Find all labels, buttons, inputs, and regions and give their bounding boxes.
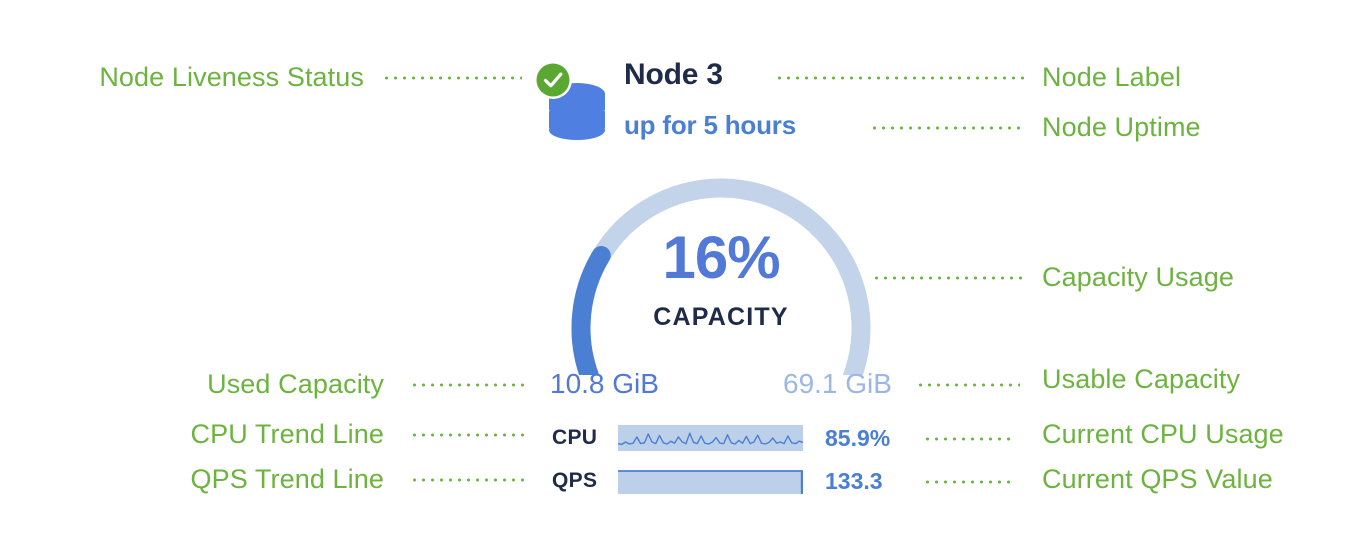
leader-line-cpu-trend <box>410 433 525 437</box>
cpu-spark-line <box>618 432 803 446</box>
annotation-used-capacity: Used Capacity <box>207 369 384 399</box>
leader-line-current-qps <box>923 480 1011 484</box>
annotation-node-uptime: Node Uptime <box>1042 112 1201 142</box>
leader-line-node-label <box>775 76 1025 80</box>
annotation-qps-trend-line: QPS Trend Line <box>190 464 384 494</box>
qps-spark-area <box>618 471 803 494</box>
cpu-current-value: 85.9% <box>825 424 891 451</box>
annotation-cpu-trend-line: CPU Trend Line <box>190 419 384 449</box>
leader-line-capacity-usage <box>872 276 1024 280</box>
annotation-capacity-usage: Capacity Usage <box>1042 262 1234 292</box>
qps-sparkline-chart <box>618 470 803 494</box>
metric-label-qps: QPS <box>552 469 598 492</box>
usable-capacity-value: 69.1 GiB <box>783 368 892 399</box>
qps-sparkline <box>618 468 803 494</box>
node-label: Node 3 <box>624 58 723 91</box>
database-cylinder-icon <box>534 61 605 140</box>
qps-current-value: 133.3 <box>825 467 883 494</box>
node-database-icon <box>533 60 609 146</box>
node-uptime: up for 5 hours <box>624 110 796 140</box>
leader-line-current-cpu <box>923 437 1011 441</box>
check-mark-icon <box>543 72 563 88</box>
annotation-usable-capacity: Usable Capacity <box>1042 364 1241 394</box>
leader-line-used-capacity <box>410 383 525 387</box>
metric-row-cpu: CPU 85.9% <box>552 423 912 453</box>
annotation-current-cpu-usage: Current CPU Usage <box>1042 419 1284 449</box>
annotation-node-label: Node Label <box>1042 62 1182 92</box>
cpu-sparkline <box>618 425 803 451</box>
leader-line-qps-trend <box>410 478 525 482</box>
capacity-gauge: 16% CAPACITY <box>556 160 886 375</box>
cpu-sparkline-chart <box>618 425 803 451</box>
leader-line-node-uptime <box>870 126 1025 130</box>
metric-row-qps: QPS 133.3 <box>552 466 912 496</box>
gauge-percent-value: 16% <box>662 224 780 291</box>
gauge-fill <box>571 245 611 375</box>
gauge-caption: CAPACITY <box>653 303 789 331</box>
used-capacity-value: 10.8 GiB <box>550 368 659 399</box>
leader-line-node-liveness-status <box>382 76 522 80</box>
green-check-circle-icon <box>536 63 570 97</box>
leader-line-usable-capacity <box>916 383 1020 387</box>
annotation-node-liveness-status: Node Liveness Status <box>99 62 364 92</box>
metric-label-cpu: CPU <box>552 426 598 449</box>
capacity-gauge-arc <box>571 178 871 375</box>
annotation-current-qps-value: Current QPS Value <box>1042 464 1273 494</box>
